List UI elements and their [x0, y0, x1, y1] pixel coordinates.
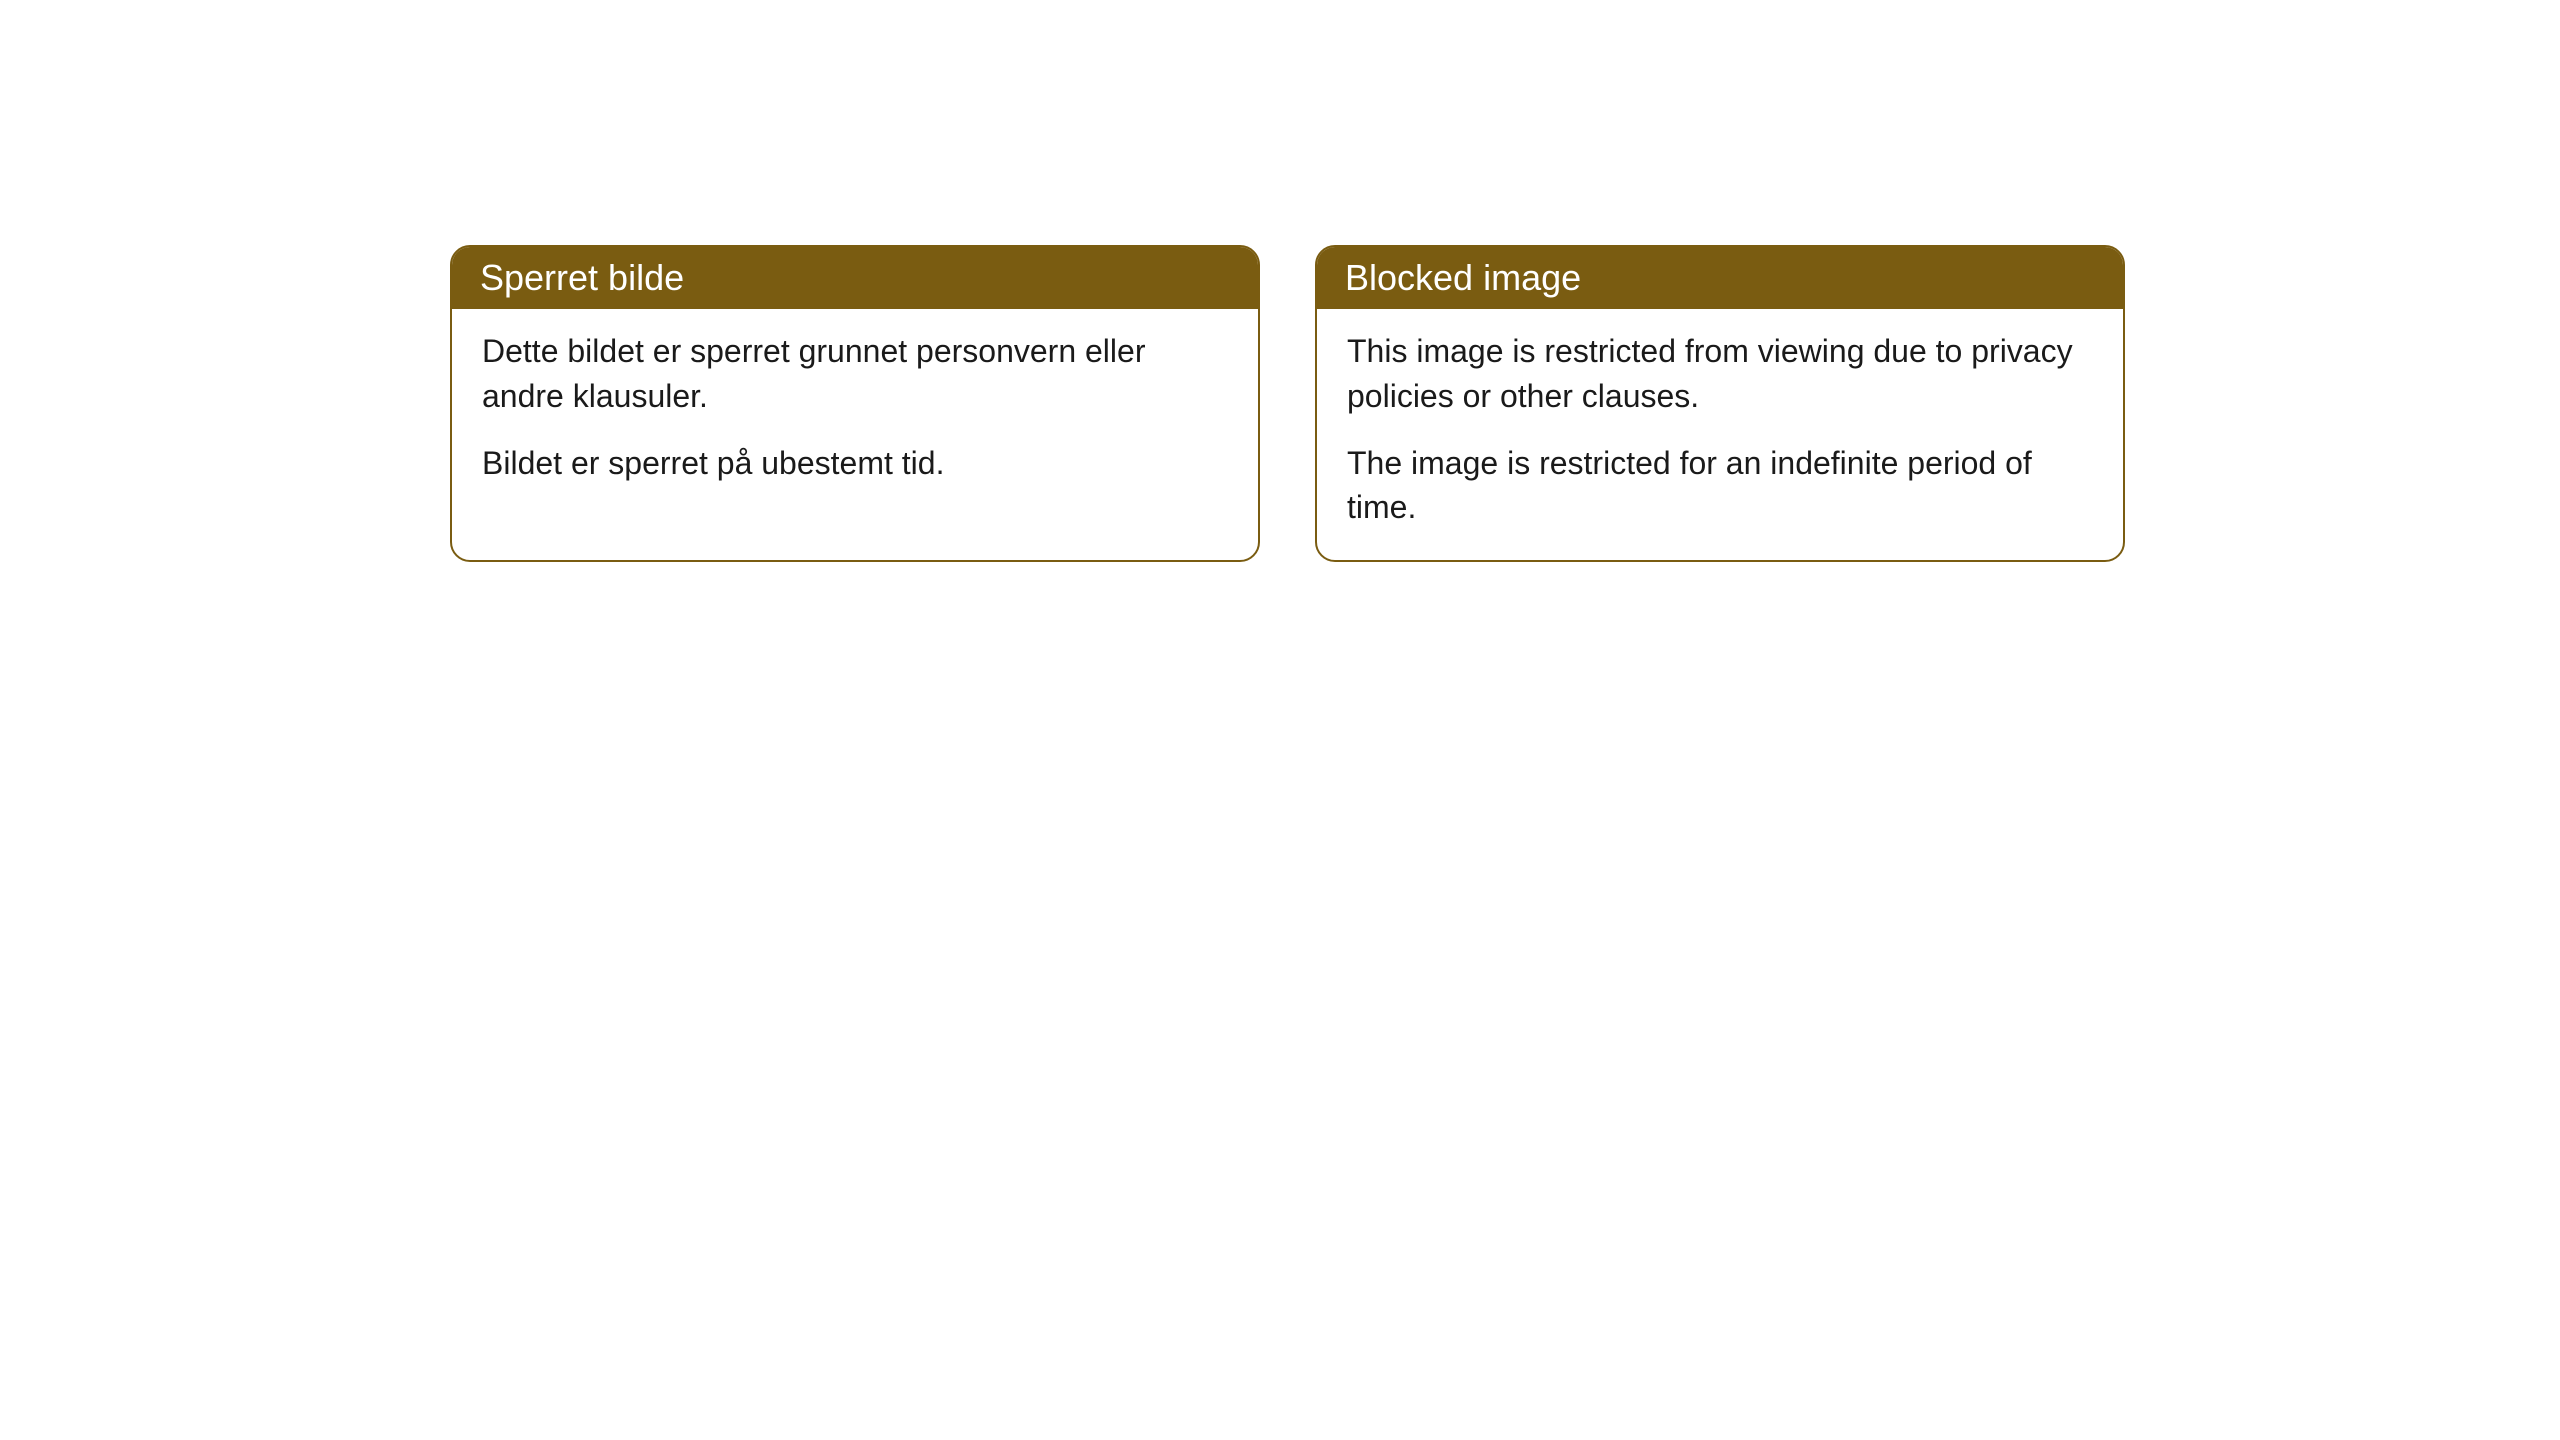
card-body-no: Dette bildet er sperret grunnet personve… [452, 309, 1258, 515]
cards-container: Sperret bilde Dette bildet er sperret gr… [0, 0, 2560, 562]
blocked-image-card-no: Sperret bilde Dette bildet er sperret gr… [450, 245, 1260, 562]
card-header-en: Blocked image [1317, 247, 2123, 309]
card-paragraph-en-2: The image is restricted for an indefinit… [1347, 441, 2093, 531]
blocked-image-card-en: Blocked image This image is restricted f… [1315, 245, 2125, 562]
card-header-no: Sperret bilde [452, 247, 1258, 309]
card-paragraph-no-1: Dette bildet er sperret grunnet personve… [482, 329, 1228, 419]
card-body-en: This image is restricted from viewing du… [1317, 309, 2123, 560]
card-paragraph-no-2: Bildet er sperret på ubestemt tid. [482, 441, 1228, 486]
card-paragraph-en-1: This image is restricted from viewing du… [1347, 329, 2093, 419]
